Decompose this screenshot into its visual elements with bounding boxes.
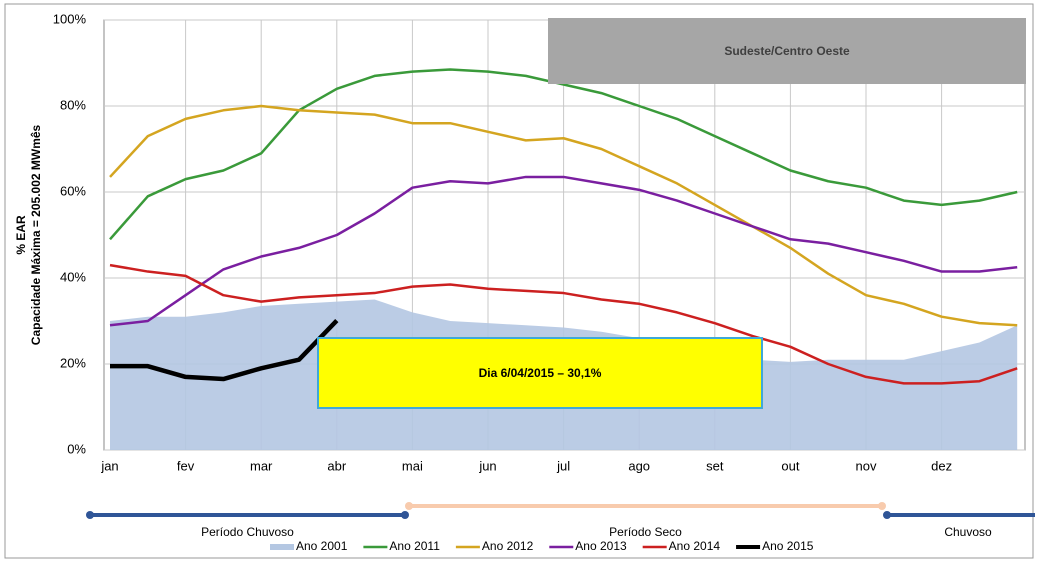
period-dot	[86, 511, 94, 519]
y-tick-label: 20%	[60, 355, 86, 370]
legend-label: Ano 2001	[296, 539, 348, 553]
x-tick-label: fev	[177, 458, 195, 473]
y-tick-label: 100%	[53, 11, 87, 26]
x-tick-label: jul	[556, 458, 570, 473]
periods: Período Chuvoso Período Seco Chuvoso	[86, 502, 1035, 539]
legend-label: Ano 2013	[575, 539, 627, 553]
x-tick-label: jan	[100, 458, 118, 473]
legend-label: Ano 2011	[389, 539, 440, 553]
y-tick-label: 40%	[60, 269, 86, 284]
line	[109, 175, 1018, 327]
chart-title: Sudeste/Centro Oeste	[724, 44, 850, 58]
x-tick-label: ago	[628, 458, 650, 473]
line	[109, 263, 1018, 385]
x-tick-label: out	[781, 458, 799, 473]
x-tick-label: nov	[856, 458, 877, 473]
period-dot	[401, 511, 409, 519]
period-label: Chuvoso	[944, 525, 992, 539]
y-tick-label: 0%	[67, 441, 86, 456]
title-box	[548, 18, 1026, 84]
legend: Ano 2001 Ano 2011 Ano 2012 Ano 2013 Ano 2014…	[270, 539, 814, 553]
y-tick-label: 60%	[60, 183, 86, 198]
y-axis-label: % EAR	[14, 215, 28, 255]
period-dot	[405, 502, 413, 510]
x-tick-label: jun	[478, 458, 496, 473]
x-tick-label: abr	[327, 458, 346, 473]
x-tick-label: mai	[402, 458, 423, 473]
annotation: Dia 6/04/2015 – 30,1%	[479, 366, 602, 380]
period-label: Período Chuvoso	[201, 525, 294, 539]
period-label: Período Seco	[609, 525, 682, 539]
x-tick-label: set	[706, 458, 724, 473]
legend-swatch	[270, 544, 294, 550]
y-tick-label: 80%	[60, 97, 86, 112]
line	[110, 319, 339, 382]
annotation-box	[317, 337, 763, 409]
period-dot	[883, 511, 891, 519]
y-axis-sublabel: Capacidade Máxima = 205.002 MWmês	[29, 124, 43, 345]
x-tick-label: dez	[931, 458, 952, 473]
line	[109, 104, 1018, 327]
line	[109, 68, 1018, 241]
x-tick-label: mar	[250, 458, 273, 473]
period-dot	[878, 502, 886, 510]
legend-label: Ano 2012	[482, 539, 534, 553]
legend-label: Ano 2014	[669, 539, 721, 553]
legend-label: Ano 2015	[762, 539, 814, 553]
